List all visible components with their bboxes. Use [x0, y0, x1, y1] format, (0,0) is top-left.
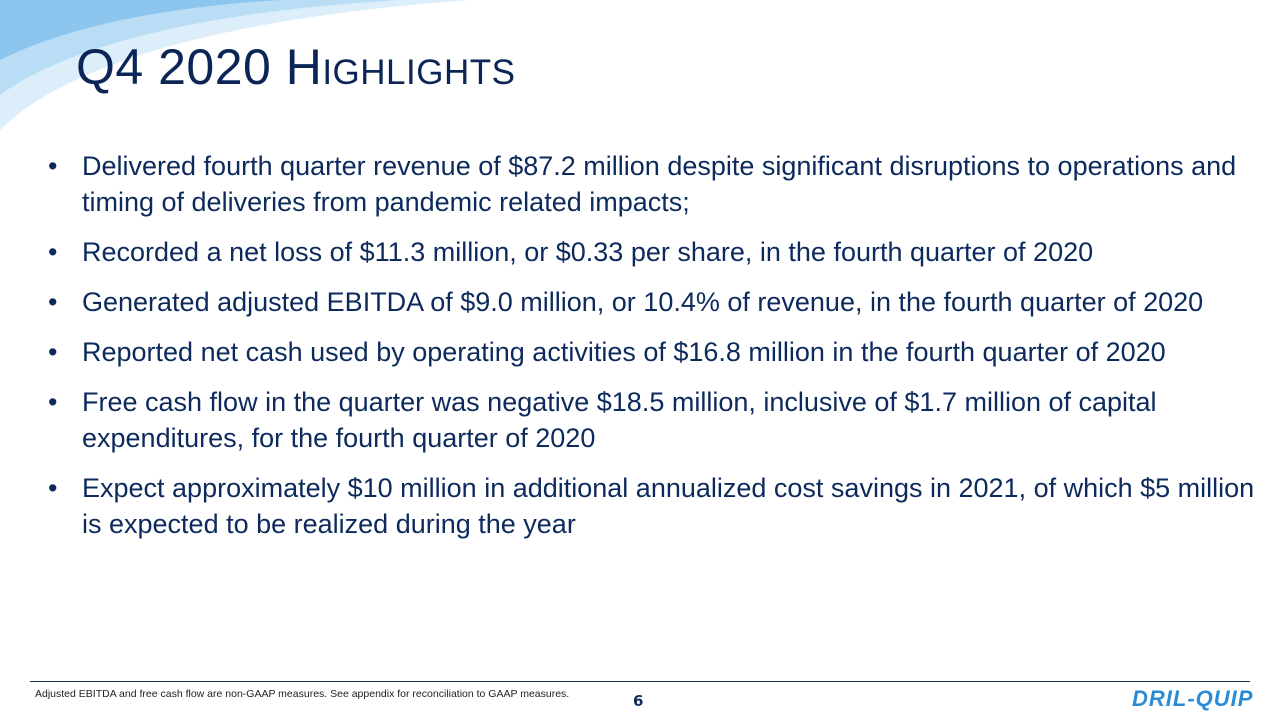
logo: DRIL-QUIP: [1132, 686, 1254, 711]
footer-rule: [30, 681, 1250, 682]
bullet: Delivered fourth quarter revenue of $87.…: [48, 148, 1262, 220]
footnote: Adjusted EBITDA and free cash flow are n…: [35, 688, 570, 700]
decorative-swoosh: [0, 0, 470, 130]
page-number: 6: [633, 692, 644, 710]
slide-title: Q4 2020 Highlights: [76, 39, 516, 95]
bullet: Recorded a net loss of $11.3 million, or…: [48, 234, 1262, 270]
bullet-list: Delivered fourth quarter revenue of $87.…: [48, 148, 1262, 556]
bullet: Generated adjusted EBITDA of $9.0 millio…: [48, 284, 1262, 320]
bullet: Expect approximately $10 million in addi…: [48, 470, 1262, 542]
bullet: Free cash flow in the quarter was negati…: [48, 384, 1262, 456]
bullet: Reported net cash used by operating acti…: [48, 334, 1262, 370]
